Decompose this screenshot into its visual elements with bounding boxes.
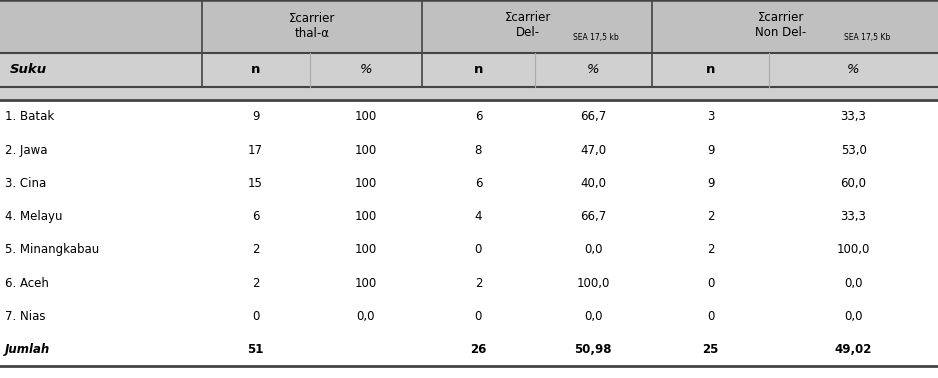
Text: 0,0: 0,0 (844, 277, 863, 290)
Text: 2: 2 (707, 210, 714, 223)
Text: 51: 51 (248, 343, 264, 356)
Bar (0, 333, 938, 366)
Text: 100: 100 (355, 243, 377, 256)
Bar (0, 0, 938, 53)
Text: 40,0: 40,0 (581, 177, 606, 190)
Bar (0, 100, 938, 133)
Text: %: % (359, 64, 372, 76)
Text: 25: 25 (703, 343, 719, 356)
Text: 1. Batak: 1. Batak (5, 110, 54, 123)
Text: 2: 2 (475, 277, 482, 290)
Bar (0, 300, 938, 333)
Text: 0,0: 0,0 (844, 310, 863, 323)
Text: 0: 0 (475, 310, 482, 323)
Text: Σcarrier
thal-α: Σcarrier thal-α (289, 12, 335, 40)
Text: 3: 3 (707, 110, 714, 123)
Text: n: n (251, 64, 260, 76)
Text: 66,7: 66,7 (581, 210, 606, 223)
Text: 100,0: 100,0 (577, 277, 610, 290)
Text: 9: 9 (707, 177, 714, 190)
Bar (0, 266, 938, 300)
Text: 15: 15 (249, 177, 263, 190)
Text: 49,02: 49,02 (835, 343, 872, 356)
Text: 26: 26 (470, 343, 487, 356)
Text: 3. Cina: 3. Cina (5, 177, 46, 190)
Text: 33,3: 33,3 (840, 210, 867, 223)
Text: 50,98: 50,98 (575, 343, 612, 356)
Text: 2: 2 (252, 243, 259, 256)
Text: Jumlah: Jumlah (5, 343, 50, 356)
Bar (0, 133, 938, 167)
Text: 5. Minangkabau: 5. Minangkabau (5, 243, 98, 256)
Text: SEA 17,5 Kb: SEA 17,5 Kb (844, 33, 890, 42)
Text: %: % (847, 64, 860, 76)
Text: 6: 6 (252, 210, 259, 223)
Text: n: n (706, 64, 715, 76)
Text: 4. Melayu: 4. Melayu (5, 210, 62, 223)
Text: Suku: Suku (9, 64, 47, 76)
Text: 7. Nias: 7. Nias (5, 310, 45, 323)
Bar (0, 53, 938, 87)
Text: 0: 0 (707, 277, 714, 290)
Text: 60,0: 60,0 (840, 177, 867, 190)
Text: Σcarrier
Non Del-: Σcarrier Non Del- (755, 11, 807, 39)
Text: 100: 100 (355, 277, 377, 290)
Text: 0: 0 (707, 310, 714, 323)
Text: 2: 2 (252, 277, 259, 290)
Text: 100: 100 (355, 110, 377, 123)
Text: 100: 100 (355, 177, 377, 190)
Text: SEA 17,5 kb: SEA 17,5 kb (572, 33, 618, 42)
Text: 0: 0 (475, 243, 482, 256)
Bar (0, 87, 938, 100)
Text: 0: 0 (252, 310, 259, 323)
Text: 66,7: 66,7 (581, 110, 606, 123)
Text: Σcarrier
Del-: Σcarrier Del- (505, 11, 551, 39)
Text: 9: 9 (707, 144, 714, 156)
Text: 100: 100 (355, 144, 377, 156)
Text: 4: 4 (475, 210, 482, 223)
Text: 17: 17 (249, 144, 263, 156)
Text: 33,3: 33,3 (840, 110, 867, 123)
Text: n: n (474, 64, 483, 76)
Text: 100: 100 (355, 210, 377, 223)
Text: 53,0: 53,0 (840, 144, 867, 156)
Text: 6: 6 (475, 177, 482, 190)
Text: 9: 9 (252, 110, 259, 123)
Text: 47,0: 47,0 (581, 144, 606, 156)
Text: 100,0: 100,0 (837, 243, 870, 256)
Bar (0, 200, 938, 233)
Text: 8: 8 (475, 144, 482, 156)
Text: 2. Jawa: 2. Jawa (5, 144, 47, 156)
Text: %: % (587, 64, 599, 76)
Text: 0,0: 0,0 (584, 310, 602, 323)
Bar (0, 233, 938, 266)
Text: 6. Aceh: 6. Aceh (5, 277, 49, 290)
Text: 0,0: 0,0 (584, 243, 602, 256)
Bar (0, 167, 938, 200)
Text: 0,0: 0,0 (356, 310, 375, 323)
Text: 6: 6 (475, 110, 482, 123)
Text: 2: 2 (707, 243, 714, 256)
